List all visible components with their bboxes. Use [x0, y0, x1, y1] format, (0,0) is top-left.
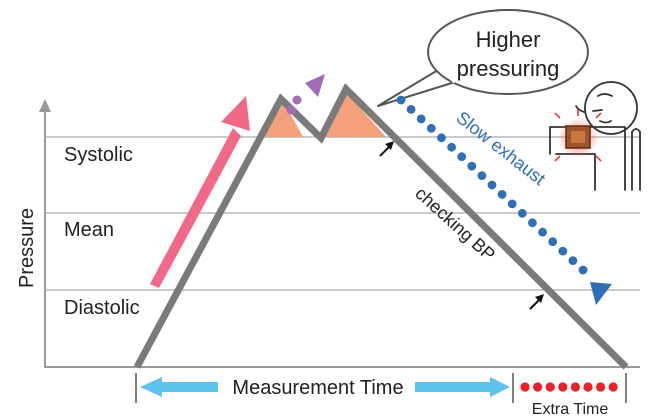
overshoot-triangle-2: [322, 91, 386, 137]
overshoot-triangle-1: [263, 102, 303, 137]
extra-time-dots: [520, 382, 618, 392]
systolic-detect-arrow: [379, 141, 394, 157]
exhaust-dot: [558, 246, 568, 256]
measurement-arrow-left-shaft: [160, 382, 218, 392]
slow-exhaust-dots: [396, 95, 588, 275]
measurement-time-label: Measurement Time: [232, 377, 403, 399]
extra-time-dot: [533, 382, 543, 392]
diastolic-label: Diastolic: [64, 297, 140, 319]
callout-line2: pressuring: [457, 56, 560, 81]
purple-dotted-arrow: [286, 74, 325, 115]
diastolic-detect-arrow: [529, 294, 544, 310]
exhaust-dot: [517, 208, 527, 218]
exhaust-dot: [507, 199, 517, 209]
exhaust-dot: [437, 133, 446, 143]
exhaust-dot: [426, 123, 436, 133]
measurement-arrow-right-shaft: [415, 382, 493, 392]
extra-time-dot: [545, 382, 555, 392]
exhaust-dot: [416, 114, 426, 124]
higher-pressuring-callout: Higher pressuring: [377, 9, 589, 107]
extra-time-dot: [583, 382, 593, 392]
exhaust-dot: [497, 190, 507, 199]
exhaust-dot: [477, 171, 487, 181]
mean-label: Mean: [64, 219, 114, 241]
exhaust-dot: [467, 161, 477, 171]
exhaust-dot: [396, 95, 406, 105]
level-lines: [45, 136, 640, 291]
exhaust-arrowhead: [590, 282, 612, 305]
systolic-label: Systolic: [64, 144, 133, 166]
exhaust-dot: [447, 142, 456, 152]
extra-time-dot: [570, 382, 581, 392]
slow-exhaust-label: Slow exhaust: [453, 107, 550, 189]
exhaust-dot: [568, 256, 578, 265]
extra-time-dot: [558, 382, 568, 392]
extra-time-label: Extra Time: [532, 401, 609, 418]
exhaust-dot: [406, 105, 416, 114]
measurement-arrow-left: [140, 377, 162, 397]
exhaust-dot: [487, 180, 497, 190]
bp-cuff-inner: [571, 131, 585, 143]
callout-line1: Higher: [476, 27, 541, 52]
exhaust-dot: [548, 237, 558, 247]
measurement-arrow-right: [490, 377, 510, 397]
cuff-pain-lines: [554, 109, 602, 162]
exhaust-dot: [538, 227, 547, 237]
y-axis-arrowhead: [39, 99, 51, 112]
axes: [39, 99, 640, 368]
extra-time-dot: [520, 382, 530, 392]
extra-time-dot: [608, 382, 618, 392]
exhaust-dot: [528, 218, 537, 228]
pressure-curve: [133, 83, 629, 370]
timeline: Measurement Time Extra Time: [135, 373, 627, 418]
extra-time-dot: [596, 382, 606, 392]
y-axis-label: Pressure: [16, 208, 38, 288]
exhaust-dot: [457, 152, 467, 162]
pressure-rise-arrow: [150, 96, 250, 288]
exhaust-dot: [578, 265, 588, 275]
